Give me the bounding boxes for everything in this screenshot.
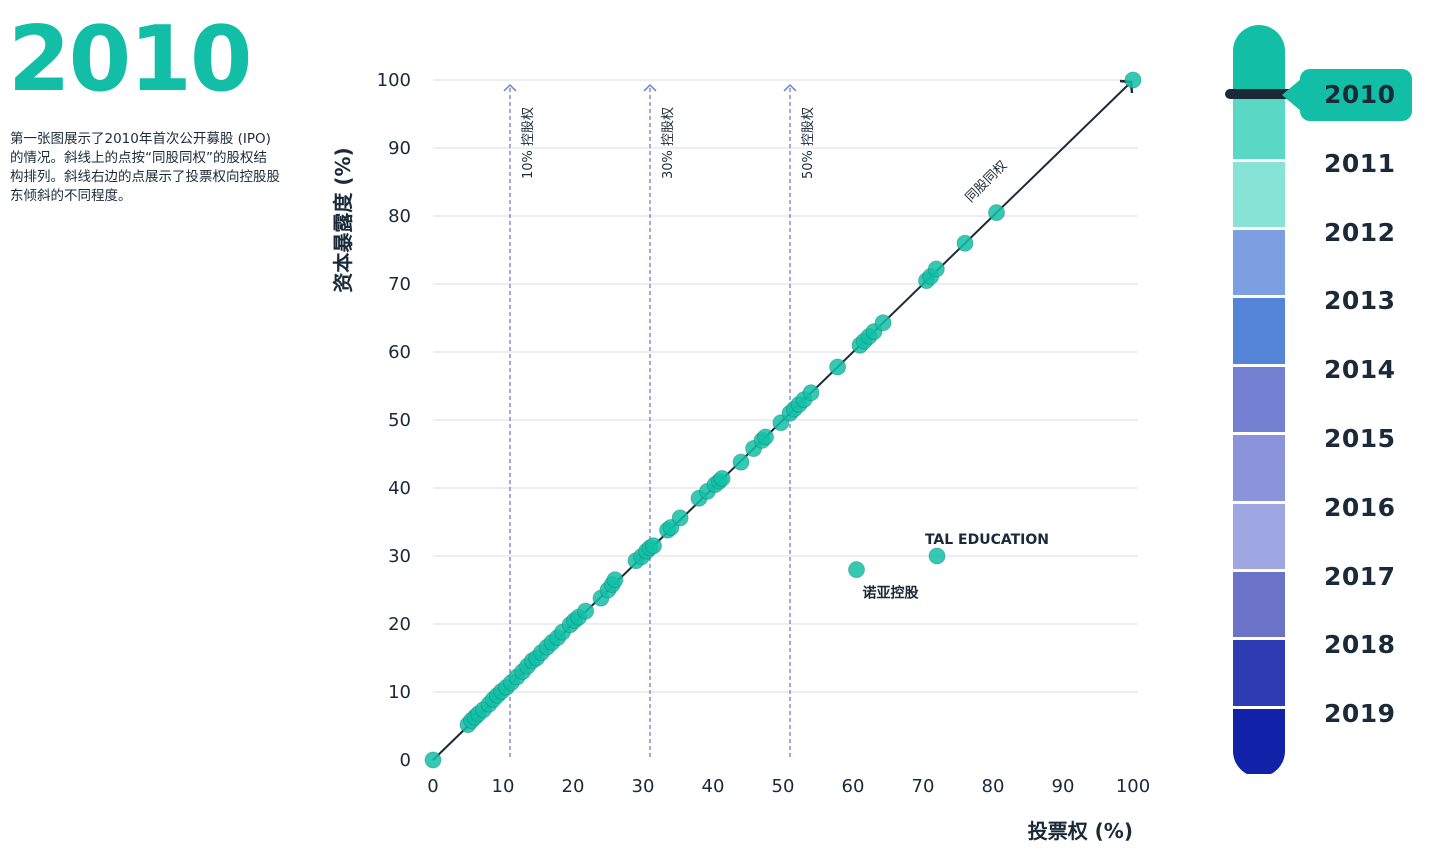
- year-option-2010[interactable]: 2010: [1324, 80, 1396, 109]
- x-tick-label: 80: [982, 776, 1005, 797]
- year-option-2015[interactable]: 2015: [1324, 424, 1396, 453]
- x-tick-label: 90: [1052, 776, 1075, 797]
- chevron-up-icon: [503, 83, 517, 92]
- page-title-year: 2010: [8, 7, 252, 112]
- scatter-point: [928, 547, 946, 565]
- y-tick-label: 90: [388, 138, 411, 159]
- timeline-segment: [1233, 93, 1285, 159]
- scatter-point: [645, 537, 662, 555]
- scatter-point: [956, 234, 974, 252]
- active-year-pointer: [1282, 78, 1302, 112]
- x-axis-title: 投票权 (%): [1028, 819, 1133, 843]
- reference-line-label: 30% 控股权: [660, 107, 676, 179]
- y-tick-label: 60: [388, 342, 411, 363]
- y-tick-label: 70: [388, 274, 411, 295]
- x-tick-label: 0: [427, 776, 438, 797]
- x-tick-label: 60: [842, 776, 865, 797]
- timeline-segment: [1233, 435, 1285, 501]
- scatter-point: [927, 260, 945, 278]
- scatter-point: [802, 384, 820, 402]
- x-tick-label: 70: [912, 776, 935, 797]
- y-tick-label: 10: [388, 682, 411, 703]
- y-tick-label: 30: [388, 546, 411, 567]
- timeline-segment: [1233, 640, 1285, 706]
- x-tick-label: 30: [632, 776, 655, 797]
- scatter-point: [732, 453, 750, 471]
- x-tick-label: 10: [492, 776, 515, 797]
- year-option-2011[interactable]: 2011: [1324, 148, 1396, 178]
- year-option-2017[interactable]: 2017: [1324, 561, 1396, 591]
- scatter-point: [1124, 71, 1142, 89]
- timeline-segment: [1233, 571, 1285, 638]
- timeline-segment: [1233, 298, 1285, 364]
- timeline-current-marker: [1225, 89, 1297, 99]
- scatter-point: [829, 358, 847, 376]
- timeline-segment: [1233, 366, 1285, 433]
- scatter-point: [671, 509, 689, 527]
- chevron-up-icon: [643, 83, 657, 92]
- y-tick-label: 100: [377, 70, 411, 91]
- chevron-up-icon: [783, 83, 797, 92]
- point-annotation: 诺亚控股: [863, 585, 920, 602]
- year-option-2012[interactable]: 2012: [1324, 217, 1396, 247]
- scatter-point: [577, 602, 595, 620]
- y-tick-label: 0: [400, 750, 411, 771]
- scatter-point: [606, 571, 624, 589]
- year-timeline: 2010 2011 2012 2013 2014 2015 2016 2017 2018 2019: [1220, 20, 1429, 790]
- year-option-2016[interactable]: 2016: [1324, 492, 1396, 522]
- y-tick-label: 80: [388, 206, 411, 227]
- scatter-point: [848, 561, 865, 579]
- scatter-point: [424, 751, 442, 769]
- scatter-point: [713, 469, 731, 487]
- timeline-tube: [1233, 25, 1285, 777]
- x-tick-label: 100: [1116, 776, 1150, 797]
- x-tick-label: 50: [772, 776, 795, 797]
- year-option-2014[interactable]: 2014: [1324, 355, 1396, 385]
- x-tick-label: 40: [702, 776, 725, 797]
- chart-description: 第一张图展示了2010年首次公开募股 (IPO) 的情况。斜线上的点按“同股同权…: [10, 131, 280, 204]
- scatter-point: [757, 428, 774, 446]
- y-tick-label: 40: [388, 478, 411, 499]
- timeline-segment: [1233, 230, 1285, 296]
- y-axis-title: 资本暴露度 (%): [331, 147, 355, 292]
- reference-line-label: 50% 控股权: [800, 107, 816, 179]
- year-option-2019[interactable]: 2019: [1324, 699, 1396, 729]
- year-option-2013[interactable]: 2013: [1324, 286, 1396, 316]
- scatter-point: [874, 314, 892, 332]
- y-tick-label: 20: [388, 614, 411, 635]
- scatter-point: [988, 204, 1005, 222]
- point-annotation: TAL EDUCATION: [925, 532, 1049, 548]
- active-year-highlight[interactable]: [1300, 69, 1412, 121]
- x-tick-label: 20: [562, 776, 585, 797]
- reference-line-label: 10% 控股权: [520, 107, 536, 179]
- timeline-segment: [1233, 503, 1285, 569]
- year-option-2018[interactable]: 2018: [1324, 630, 1396, 660]
- y-tick-label: 50: [388, 410, 411, 431]
- timeline-segment: [1233, 708, 1285, 774]
- diagonal-label: 同股同权: [962, 158, 1010, 206]
- timeline-segment: [1233, 25, 1285, 91]
- scatter-chart: 0 10 20 30 40 50 60 70 80 90 100 0 10 20 30 40 50 60 70 80 9…: [331, 70, 1150, 843]
- timeline-segment: [1233, 161, 1285, 228]
